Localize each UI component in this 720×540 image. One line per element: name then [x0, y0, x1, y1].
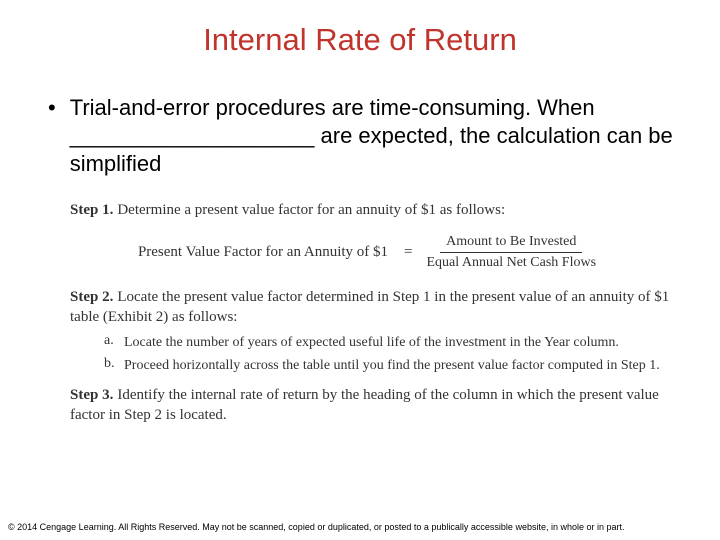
- bullet-marker: •: [48, 94, 56, 122]
- step-1-label: Step 1.: [70, 202, 113, 218]
- slide-container: Internal Rate of Return • Trial-and-erro…: [0, 0, 720, 540]
- step-1-text: Determine a present value factor for an …: [117, 202, 505, 218]
- step-2b-label: b.: [104, 356, 124, 375]
- formula-fraction: Amount to Be Invested Equal Annual Net C…: [421, 234, 603, 271]
- step-3: Step 3. Identify the internal rate of re…: [70, 385, 670, 425]
- bullet-text: Trial-and-error procedures are time-cons…: [70, 94, 690, 178]
- step-2a: a. Locate the number of years of expecte…: [104, 333, 670, 352]
- copyright-notice: © 2014 Cengage Learning. All Rights Rese…: [8, 522, 712, 532]
- formula: Present Value Factor for an Annuity of $…: [70, 234, 670, 271]
- step-2b-text: Proceed horizontally across the table un…: [124, 356, 660, 375]
- step-2-sublist: a. Locate the number of years of expecte…: [104, 333, 670, 375]
- bullet-item: • Trial-and-error procedures are time-co…: [48, 94, 690, 178]
- step-2a-label: a.: [104, 333, 124, 352]
- step-2-label: Step 2.: [70, 289, 113, 305]
- formula-equals: =: [404, 244, 412, 261]
- step-3-label: Step 3.: [70, 387, 113, 403]
- step-2a-text: Locate the number of years of expected u…: [124, 333, 619, 352]
- step-2: Step 2. Locate the present value factor …: [70, 287, 670, 375]
- step-2-text: Locate the present value factor determin…: [70, 289, 669, 325]
- step-1: Step 1. Determine a present value factor…: [70, 200, 670, 220]
- formula-left: Present Value Factor for an Annuity of $…: [138, 244, 388, 261]
- formula-numerator: Amount to Be Invested: [440, 234, 582, 253]
- slide-title: Internal Rate of Return: [30, 22, 690, 58]
- formula-denominator: Equal Annual Net Cash Flows: [421, 253, 603, 271]
- step-2b: b. Proceed horizontally across the table…: [104, 356, 670, 375]
- steps-container: Step 1. Determine a present value factor…: [70, 200, 670, 425]
- step-3-text: Identify the internal rate of return by …: [70, 387, 659, 423]
